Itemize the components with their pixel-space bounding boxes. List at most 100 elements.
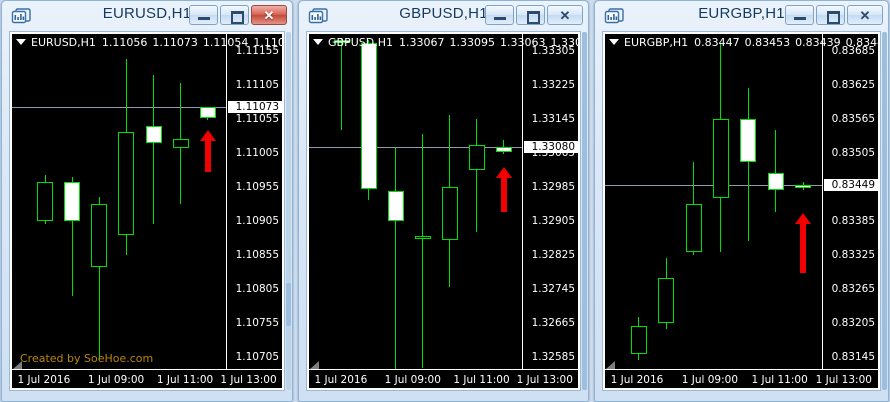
price-tick-label: 1.32985 xyxy=(531,181,575,193)
maximize-icon xyxy=(827,11,840,24)
chart-scroll-corner[interactable] xyxy=(310,361,319,369)
candlestick xyxy=(199,34,216,374)
candlestick xyxy=(712,34,729,374)
time-axis[interactable]: 1 Jul 2016 1 Jul 09:00 1 Jul 11:00 1 Jul 13… xyxy=(309,369,578,388)
candlestick xyxy=(91,34,108,374)
candlestick xyxy=(360,34,377,374)
candle-body xyxy=(630,325,647,355)
chart-scroll-corner[interactable] xyxy=(606,361,615,369)
candle-wick xyxy=(395,146,397,388)
window-title: EURUSD,H1 xyxy=(102,5,192,22)
candlestick xyxy=(387,34,404,388)
price-tick-label: 0.83385 xyxy=(831,215,875,227)
minimize-button[interactable] xyxy=(485,5,514,25)
candle-body xyxy=(199,106,216,119)
candle-body xyxy=(414,235,431,239)
time-tick-label: 1 Jul 13:00 xyxy=(815,374,872,386)
annotation-up-arrow xyxy=(199,129,217,172)
close-icon: ✕ xyxy=(859,8,871,23)
maximize-button[interactable] xyxy=(220,5,249,25)
candlestick xyxy=(172,34,189,374)
quote-header: GBPUSD,H1 1.33067 1.33095 1.33063 1.33080 xyxy=(313,36,578,51)
scrollbar-thumb[interactable] xyxy=(582,32,587,390)
quote-low: 0.83439 xyxy=(795,36,841,49)
window-controls: ✕ xyxy=(189,5,287,25)
quote-high: 0.83453 xyxy=(744,36,791,49)
candlestick xyxy=(441,34,458,374)
vertical-scrollbar[interactable] xyxy=(582,32,587,390)
chevron-down-icon[interactable] xyxy=(313,39,323,45)
candlestick xyxy=(333,34,350,374)
candle-body xyxy=(360,42,377,190)
chevron-down-icon[interactable] xyxy=(16,39,26,45)
close-button[interactable]: ✕ xyxy=(547,5,583,25)
title-bar[interactable]: EURUSD,H1 ✕ xyxy=(2,1,292,31)
close-button[interactable]: ✕ xyxy=(251,5,287,25)
maximize-icon xyxy=(527,11,540,24)
chart-scroll-corner[interactable] xyxy=(13,361,22,369)
chart-panel: GBPUSD,H11.330671.330951.330631.330801.3… xyxy=(306,31,581,391)
price-tick-label: 1.10855 xyxy=(235,249,279,261)
title-bar[interactable]: EURGBP,H1 ✕ xyxy=(595,1,888,31)
maximize-button[interactable] xyxy=(816,5,845,25)
price-tick-label: 1.33305 xyxy=(531,45,575,57)
maximize-icon xyxy=(231,11,244,24)
chevron-down-icon[interactable] xyxy=(609,39,619,45)
quote-symbol: EURGBP,H1 xyxy=(624,36,689,49)
price-tick-label: 1.10755 xyxy=(235,317,279,329)
chart-panel: EURUSD,H1 1.11056 1.11073 1.11054 1.11073 Cre… xyxy=(9,31,285,391)
scrollbar-thumb[interactable] xyxy=(286,282,291,326)
time-axis[interactable]: 1 Jul 2016 1 Jul 09:00 1 Jul 11:00 1 Jul 13… xyxy=(605,369,878,388)
vertical-scrollbar[interactable] xyxy=(286,32,291,390)
candlestick xyxy=(767,34,784,374)
maximize-button[interactable] xyxy=(516,5,545,25)
price-tick-label: 1.10805 xyxy=(235,283,279,295)
candle-wick xyxy=(71,176,73,296)
minimize-button[interactable] xyxy=(785,5,814,25)
candlestick xyxy=(64,34,81,374)
chart-window-eurusd: EURUSD,H1 ✕ EURUSD,H1 1.11056 1.11073 1.11054… xyxy=(1,0,293,402)
price-tick-label: 1.32745 xyxy=(531,283,575,295)
quote-low: 1.33063 xyxy=(499,36,546,49)
quote-high: 1.33095 xyxy=(449,36,495,49)
time-axis[interactable]: 1 Jul 2016 1 Jul 09:00 1 Jul 11:00 1 Jul 13… xyxy=(12,369,282,388)
candle-wick xyxy=(747,87,749,241)
minimize-button[interactable] xyxy=(189,5,218,25)
price-axis[interactable]: 0.83685 0.83625 0.83565 0.83505 0.83385 0.833… xyxy=(822,34,878,370)
chart-window-icon xyxy=(308,6,329,25)
time-tick-label: 1 Jul 09:00 xyxy=(681,374,739,386)
close-button[interactable]: ✕ xyxy=(847,5,883,25)
time-tick-label: 1 Jul 2016 xyxy=(17,374,71,386)
vertical-scrollbar[interactable] xyxy=(882,32,887,390)
price-axis[interactable]: 1.11155 1.11105 1.11055 1.11005 1.10955 1.109… xyxy=(226,34,282,370)
arrow-head-icon xyxy=(495,166,512,178)
candlestick xyxy=(795,34,812,374)
arrow-head-icon xyxy=(199,129,216,141)
quote-symbol: EURUSD,H1 xyxy=(31,36,96,49)
candlestick xyxy=(740,34,757,374)
price-tick-label: 1.33225 xyxy=(531,79,575,91)
price-tick-label: 0.83265 xyxy=(831,283,875,295)
price-tick-label: 1.10955 xyxy=(235,181,279,193)
minimize-icon xyxy=(794,17,806,20)
chart-canvas[interactable]: GBPUSD,H11.330671.330951.330631.330801.3… xyxy=(309,34,578,388)
window-controls: ✕ xyxy=(785,5,883,25)
candlestick xyxy=(145,34,162,374)
candle-body xyxy=(658,277,675,323)
annotation-up-arrow xyxy=(495,166,513,212)
price-tick-label: 1.32825 xyxy=(531,249,575,261)
current-price-line xyxy=(309,146,523,148)
chart-canvas[interactable]: EURGBP,H10.834470.834530.834390.834490.8… xyxy=(605,34,878,388)
quote-low: 1.11054 xyxy=(202,36,249,49)
chart-canvas[interactable]: EURUSD,H1 1.11056 1.11073 1.11054 1.11073 Cre… xyxy=(12,34,282,388)
candle-body xyxy=(767,172,784,190)
time-tick-label: 1 Jul 11:00 xyxy=(156,374,214,386)
title-bar[interactable]: GBPUSD,H1 ✕ xyxy=(299,1,588,31)
time-tick-label: 1 Jul 09:00 xyxy=(87,374,145,386)
scrollbar-thumb[interactable] xyxy=(882,32,887,390)
candle-wick xyxy=(153,74,155,225)
candlestick xyxy=(685,34,702,374)
price-axis[interactable]: 1.33305 1.33225 1.33145 1.33065 1.32985 1.329… xyxy=(522,34,578,370)
time-tick-label: 1 Jul 11:00 xyxy=(453,374,510,386)
candle-body xyxy=(441,187,458,241)
